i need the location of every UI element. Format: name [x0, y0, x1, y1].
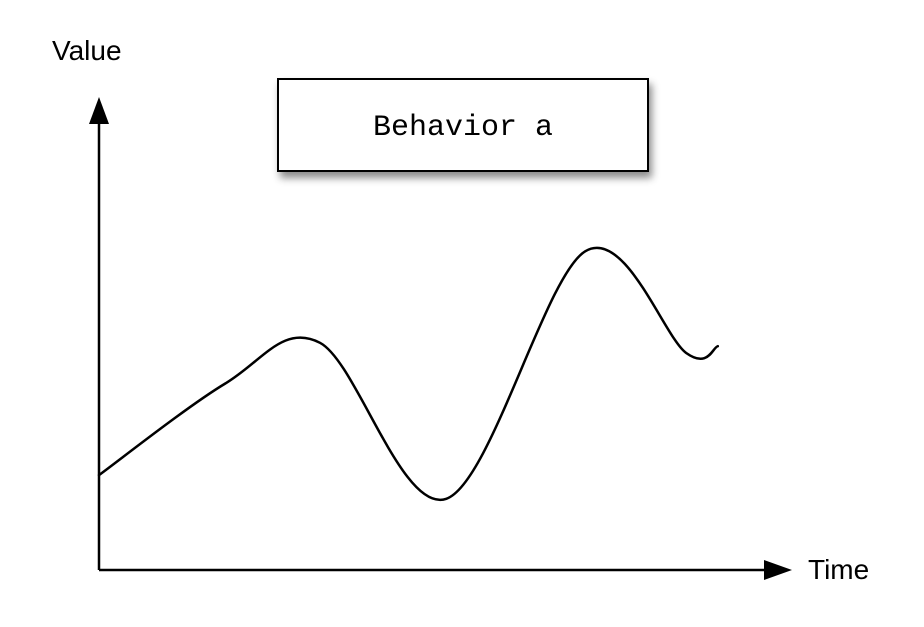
x-axis-arrow-icon — [764, 560, 792, 580]
title-box-frame — [277, 78, 649, 172]
series-line — [97, 246, 720, 502]
title-box: Behavior a — [277, 78, 649, 172]
x-axis-label: Time — [808, 554, 869, 585]
y-axis-arrow-icon — [89, 97, 109, 124]
y-axis-label: Value — [52, 35, 122, 66]
chart-title: Behavior a — [373, 111, 553, 145]
